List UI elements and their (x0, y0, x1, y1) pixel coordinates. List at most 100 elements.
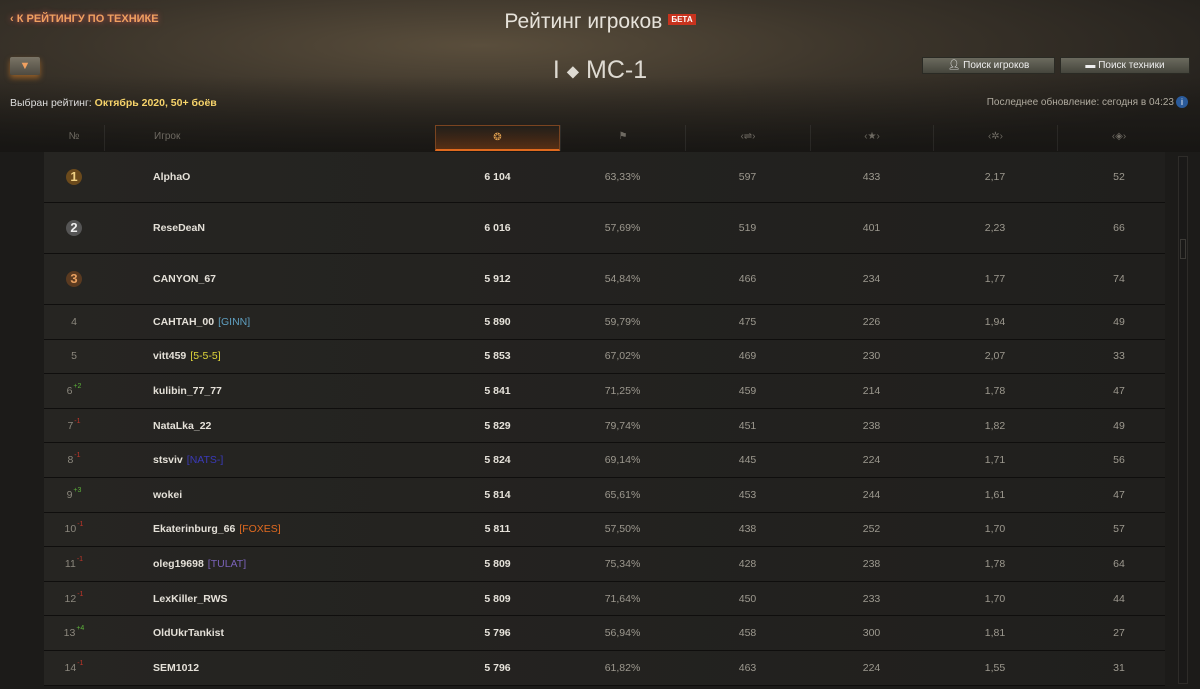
table-row[interactable]: 7 -1 NataLka_22 5 829 79,74% 451 238 1,82… (44, 408, 1165, 444)
damage-value: 459 (738, 384, 757, 397)
damage-value: 597 (738, 171, 757, 183)
search-vehicles-button[interactable]: ▬ Поиск техники (1060, 57, 1190, 74)
frags-value: 1,81 (984, 627, 1006, 640)
player-name[interactable]: vitt459 (153, 350, 187, 363)
player-name[interactable]: SEM1012 (153, 661, 200, 674)
winrate-value: 67,02% (604, 350, 641, 363)
rank-cell: 1 (54, 152, 94, 202)
table-row[interactable]: 6 +2 kulibin_77_77 5 841 71,25% 459 214 1… (44, 374, 1165, 409)
player-name[interactable]: NataLka_22 (153, 419, 212, 432)
player-cell[interactable]: LexKiller_RWS (153, 582, 228, 616)
player-cell[interactable]: AlphaO (153, 152, 190, 202)
player-cell[interactable]: oleg19698 [TULAT] (153, 547, 246, 581)
search-players-button[interactable]: 👤︎ Поиск игроков (922, 57, 1055, 74)
player-name[interactable]: CAHTAH_00 (153, 315, 215, 328)
player-cell[interactable]: Ekaterinburg_66 [FOXES] (153, 513, 281, 547)
player-name[interactable]: CANYON_67 (153, 273, 217, 285)
rating-value: 5 853 (484, 350, 511, 363)
clan-tag[interactable]: [NATS-] (186, 454, 224, 467)
rank-number: 14 (64, 661, 77, 674)
table-row[interactable]: 13 +4 OldUkrTankist 5 796 56,94% 458 300 … (44, 616, 1165, 651)
table-row[interactable]: 12 -1 LexKiller_RWS 5 809 71,64% 450 233 … (44, 581, 1165, 617)
col-experience[interactable]: ‹★› (810, 125, 933, 151)
player-cell[interactable]: kulibin_77_77 (153, 374, 222, 408)
player-cell[interactable]: SEM1012 (153, 651, 199, 685)
rating-value: 5 796 (484, 627, 511, 640)
rank-cell: 13 +4 (54, 616, 94, 650)
rating-table: 1 AlphaO 6 104 63,33% 597 433 2,17 52 2 R… (44, 152, 1165, 686)
medal-1-icon: 1 (66, 169, 82, 185)
rating-value: 5 814 (484, 488, 511, 501)
table-row[interactable]: 5 vitt459 [5-5-5] 5 853 67,02% 469 230 2,… (44, 339, 1165, 375)
player-name[interactable]: OldUkrTankist (153, 627, 224, 640)
experience-value: 224 (862, 661, 881, 674)
winrate-value: 79,74% (604, 419, 641, 432)
player-cell[interactable]: ReseDeaN (153, 203, 205, 253)
clan-tag[interactable]: [FOXES] (239, 523, 281, 536)
experience-value: 226 (862, 315, 881, 328)
winrate-value: 63,33% (604, 171, 641, 183)
player-name[interactable]: kulibin_77_77 (153, 384, 222, 397)
rating-value: 6 104 (484, 171, 511, 183)
player-cell[interactable]: wokei (153, 478, 182, 512)
scrollbar[interactable] (1178, 156, 1188, 684)
table-row[interactable]: 2 ReseDeaN 6 016 57,69% 519 401 2,23 66 (44, 203, 1165, 254)
clan-tag[interactable]: [5-5-5] (190, 350, 221, 363)
player-name[interactable]: Ekaterinburg_66 (153, 523, 236, 536)
info-icon[interactable]: i (1176, 96, 1188, 108)
frags-value: 2,17 (984, 171, 1006, 183)
rating-value: 5 890 (484, 315, 511, 328)
spotting-value: 57 (1113, 523, 1125, 536)
table-row[interactable]: 1 AlphaO 6 104 63,33% 597 433 2,17 52 (44, 152, 1165, 203)
player-cell[interactable]: CANYON_67 (153, 254, 216, 304)
experience-value: 224 (862, 454, 881, 467)
experience-star-icon: ‹★› (864, 131, 880, 142)
table-row[interactable]: 8 -1 stsviv [NATS-] 5 824 69,14% 445 224 1… (44, 443, 1165, 478)
winrate-value: 57,50% (604, 523, 641, 536)
table-row[interactable]: 4 CAHTAH_00 [GINN] 5 890 59,79% 475 226 1… (44, 305, 1165, 340)
rating-value: 5 809 (484, 592, 511, 605)
col-spotting[interactable]: ‹◈› (1057, 125, 1180, 151)
player-cell[interactable]: NataLka_22 (153, 409, 211, 443)
table-row[interactable]: 3 CANYON_67 5 912 54,84% 466 234 1,77 74 (44, 254, 1165, 305)
spotting-value: 49 (1113, 419, 1125, 432)
selected-rating-label: Выбран рейтинг: (10, 97, 92, 109)
damage-value: 428 (738, 557, 757, 570)
medal-2-icon: 2 (66, 220, 82, 236)
player-name[interactable]: oleg19698 (153, 557, 204, 570)
player-cell[interactable]: stsviv [NATS-] (153, 443, 223, 477)
clan-tag[interactable]: [TULAT] (207, 557, 247, 570)
col-frags[interactable]: ‹✲› (933, 125, 1057, 151)
player-cell[interactable]: vitt459 [5-5-5] (153, 340, 221, 374)
player-name[interactable]: wokei (153, 488, 183, 501)
player-name[interactable]: AlphaO (153, 171, 191, 183)
tank-icon: ▬ (1085, 60, 1096, 71)
winrate-value: 75,34% (604, 557, 641, 570)
col-rating[interactable]: ❂ (435, 125, 560, 151)
table-row[interactable]: 11 -1 oleg19698 [TULAT] 5 809 75,34% 428 2… (44, 547, 1165, 582)
col-player[interactable]: Игрок (104, 125, 435, 151)
experience-value: 233 (862, 592, 881, 605)
frags-value: 1,78 (984, 557, 1006, 570)
player-name[interactable]: stsviv (153, 454, 183, 467)
table-row[interactable]: 14 -1 SEM1012 5 796 61,82% 463 224 1,55 3… (44, 650, 1165, 686)
back-to-vehicle-rating-link[interactable]: ‹ К РЕЙТИНГУ ПО ТЕХНИКЕ (10, 13, 159, 25)
frags-value: 1,70 (984, 523, 1006, 536)
col-winrate[interactable]: ⚑ (560, 125, 685, 151)
player-name[interactable]: LexKiller_RWS (153, 592, 228, 605)
damage-value: 466 (738, 273, 757, 285)
table-row[interactable]: 10 -1 Ekaterinburg_66 [FOXES] 5 811 57,50%… (44, 512, 1165, 548)
table-row[interactable]: 9 +3 wokei 5 814 65,61% 453 244 1,61 47 (44, 477, 1165, 513)
scrollbar-thumb[interactable] (1180, 239, 1186, 259)
player-cell[interactable]: OldUkrTankist (153, 616, 224, 650)
experience-value: 433 (862, 171, 881, 183)
rank-number: 4 (71, 315, 77, 328)
rank-change: +2 (73, 382, 82, 390)
filter-button[interactable]: ▼ (10, 57, 40, 75)
player-cell[interactable]: CAHTAH_00 [GINN] (153, 305, 250, 339)
clan-tag[interactable]: [GINN] (218, 315, 251, 328)
col-damage[interactable]: ‹⇌› (685, 125, 810, 151)
col-rank[interactable]: № (68, 131, 80, 142)
player-name[interactable]: ReseDeaN (153, 222, 205, 234)
search-players-label: Поиск игроков (963, 60, 1030, 71)
